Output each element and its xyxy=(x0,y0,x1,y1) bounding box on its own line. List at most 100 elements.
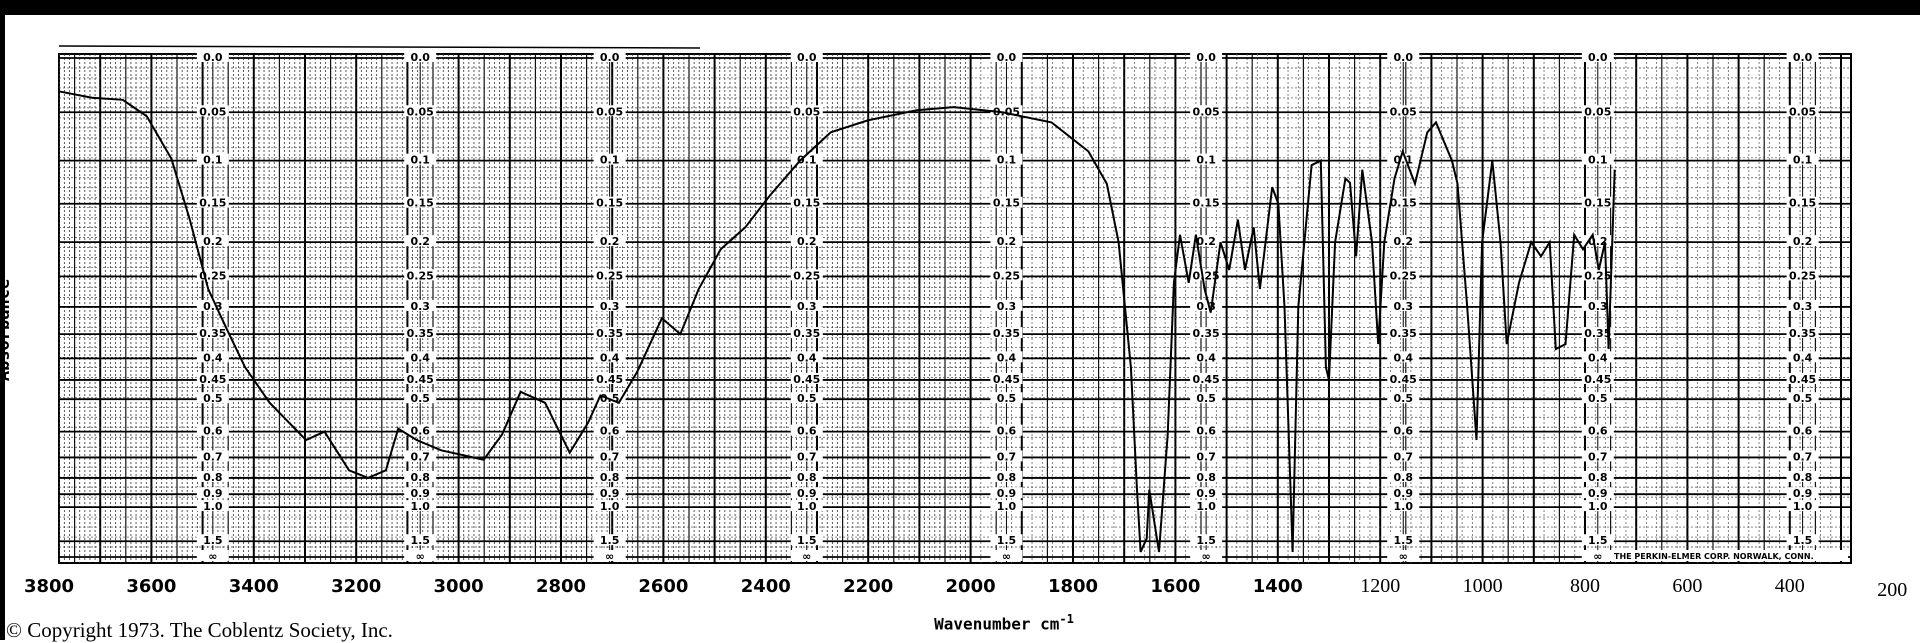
tick-label-backing xyxy=(1786,299,1819,311)
absorbance-tick-labels: 0.0 0.05 0.1 0.15 0.2 0.25 0.3 0.35 0.4 0.45 0.5 0.… xyxy=(196,51,1819,563)
x-tick-label: 2000 xyxy=(946,576,996,597)
y-tick-label: 0.1 xyxy=(997,154,1017,167)
tick-label-backing xyxy=(1786,392,1819,404)
tick-label-backing xyxy=(1581,196,1614,208)
y-tick-label: 0.05 xyxy=(1584,105,1611,118)
tick-label-backing xyxy=(790,105,823,117)
tick-label-backing xyxy=(1190,269,1223,281)
y-tick-label: 0.05 xyxy=(199,105,226,118)
y-tick-label: 0.7 xyxy=(1588,450,1608,463)
x-tick-label: 2800 xyxy=(536,576,586,597)
tick-label-backing xyxy=(404,534,437,546)
tick-label-backing xyxy=(1786,196,1819,208)
y-tick-label: 0.4 xyxy=(600,351,620,364)
y-tick-label: 0.15 xyxy=(199,197,226,210)
y-tick-label: ∞ xyxy=(208,550,217,563)
tick-label-backing xyxy=(990,450,1023,462)
y-tick-label: 0.45 xyxy=(993,373,1020,386)
tick-label-backing xyxy=(1581,392,1614,404)
tick-label-backing xyxy=(1190,196,1223,208)
tick-label-backing xyxy=(196,372,229,384)
y-tick-label: 0.7 xyxy=(1196,450,1216,463)
tick-label-backing xyxy=(196,392,229,404)
tick-label-backing xyxy=(1581,327,1614,339)
tick-label-backing xyxy=(1786,153,1819,165)
y-tick-label: 0.5 xyxy=(1393,392,1413,405)
y-tick-label: 0.5 xyxy=(797,392,817,405)
tick-label-backing xyxy=(1581,470,1614,482)
tick-label-backing xyxy=(990,351,1023,363)
tick-label-backing xyxy=(593,235,626,247)
tick-label-backing xyxy=(1190,372,1223,384)
y-tick-label: 0.2 xyxy=(1196,235,1216,248)
tick-label-backing xyxy=(196,534,229,546)
y-tick-label: 0.0 xyxy=(410,51,430,64)
x-tick-label: 800 xyxy=(1570,575,1600,597)
y-tick-label: 1.5 xyxy=(797,534,817,547)
tick-label-backing xyxy=(404,51,437,62)
tick-label-backing xyxy=(196,327,229,339)
tick-label-backing xyxy=(404,424,437,436)
tick-label-backing xyxy=(1581,487,1614,499)
y-tick-label: 1.0 xyxy=(1196,500,1216,513)
tick-label-backing xyxy=(990,392,1023,404)
y-tick-label: 0.3 xyxy=(1588,300,1608,313)
tick-label-backing xyxy=(593,470,626,482)
tick-label-backing xyxy=(196,299,229,311)
copyright-notice: © Copyright 1973. The Coblentz Society, … xyxy=(6,618,393,642)
y-tick-label: 0.1 xyxy=(1196,154,1216,167)
tick-label-backing xyxy=(404,196,437,208)
tick-label-backing xyxy=(1190,299,1223,311)
tick-label-backing xyxy=(1581,424,1614,436)
tick-label-backing xyxy=(790,351,823,363)
y-tick-label: 0.2 xyxy=(203,235,223,248)
tick-label-backing xyxy=(593,487,626,499)
y-tick-label: 0.2 xyxy=(797,235,817,248)
y-tick-label: 1.0 xyxy=(1793,500,1813,513)
y-tick-label: 1.0 xyxy=(600,500,620,513)
y-tick-label: 0.2 xyxy=(410,235,430,248)
y-tick-label: 0.35 xyxy=(1193,327,1220,340)
y-tick-label: 1.0 xyxy=(1588,500,1608,513)
paper-edge-line xyxy=(58,45,701,49)
tick-label-backing xyxy=(404,372,437,384)
x-axis-label-text: Wavenumber xyxy=(934,614,1031,634)
tick-label-backing xyxy=(790,470,823,482)
y-tick-label: 0.9 xyxy=(203,487,223,500)
tick-label-backing xyxy=(790,487,823,499)
y-tick-label: 0.25 xyxy=(1193,269,1220,282)
y-tick-label: 0.1 xyxy=(600,154,620,167)
y-tick-label: 0.15 xyxy=(1789,197,1816,210)
tick-label-backing xyxy=(1581,269,1614,281)
y-tick-label: 0.6 xyxy=(1196,425,1216,438)
y-tick-label: 0.5 xyxy=(1793,392,1813,405)
y-tick-label: 0.25 xyxy=(993,269,1020,282)
y-tick-label: 0.9 xyxy=(1196,487,1216,500)
y-tick-label: 0.6 xyxy=(997,425,1017,438)
tick-label-backing xyxy=(196,487,229,499)
tick-label-backing xyxy=(1786,450,1819,462)
tick-label-backing xyxy=(593,299,626,311)
spectrum-line xyxy=(58,90,1616,553)
y-tick-label: 0.05 xyxy=(1789,105,1816,118)
tick-label-backing xyxy=(196,450,229,462)
y-tick-label: 0.25 xyxy=(407,269,434,282)
y-tick-label: 1.0 xyxy=(203,500,223,513)
tick-label-backing xyxy=(404,327,437,339)
y-tick-label: 0.45 xyxy=(1193,373,1220,386)
tick-label-backing xyxy=(1786,424,1819,436)
y-tick-label: 0.8 xyxy=(797,471,817,484)
y-tick-label: 0.5 xyxy=(1588,392,1608,405)
y-tick-label: 0.3 xyxy=(600,300,620,313)
y-tick-label: 0.4 xyxy=(997,351,1017,364)
tick-label-backing xyxy=(1387,51,1420,62)
tick-label-backing xyxy=(1190,500,1223,512)
y-tick-label: 0.9 xyxy=(410,487,430,500)
y-tick-label: 0.7 xyxy=(203,450,223,463)
y-tick-label: ∞ xyxy=(802,550,811,563)
tick-label-backing xyxy=(1581,372,1614,384)
x-axis-unit: cm xyxy=(1040,614,1060,634)
tick-label-backing xyxy=(196,235,229,247)
tick-label-backing xyxy=(593,424,626,436)
